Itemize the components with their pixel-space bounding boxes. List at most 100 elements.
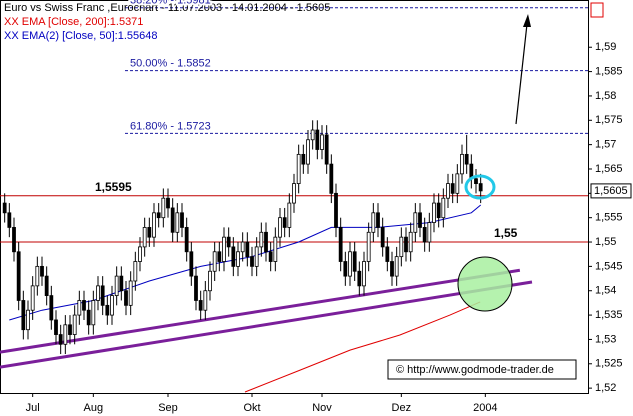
- candle-body: [460, 153, 464, 175]
- candle-body: [226, 236, 231, 248]
- y-tick-label: 1,565: [595, 163, 623, 175]
- candle-body: [133, 261, 138, 282]
- candle-body: [464, 153, 469, 165]
- candle-body: [203, 290, 208, 311]
- h-line-label: 1,5595: [95, 180, 132, 194]
- candle-body: [310, 129, 315, 141]
- candle-body: [343, 261, 348, 277]
- candle-body: [170, 207, 175, 233]
- candle-body: [408, 231, 413, 253]
- candle-body: [180, 212, 184, 228]
- candle-body: [362, 261, 366, 287]
- candle-body: [296, 153, 301, 184]
- candle-body: [156, 212, 161, 219]
- candle-body: [30, 285, 35, 311]
- last-price-box: [590, 183, 632, 199]
- candle-body: [352, 251, 357, 272]
- x-tick-label: 2004: [473, 402, 497, 414]
- corner-box: [590, 2, 604, 18]
- y-tick-label: 1,535: [595, 309, 623, 321]
- candle-body: [222, 236, 226, 262]
- candle-body: [110, 295, 114, 316]
- candle-body: [124, 290, 128, 306]
- fib-label: 61.80% - 1.5723: [130, 120, 211, 132]
- candle-body: [301, 153, 306, 165]
- candle-body: [208, 270, 212, 292]
- candle-body: [287, 202, 292, 228]
- candle-body: [184, 227, 189, 253]
- fib-label: 50.00% - 1.5852: [130, 58, 211, 70]
- candle-body: [68, 324, 72, 335]
- candle-body: [264, 231, 268, 253]
- candle-body: [366, 231, 371, 262]
- candle-body: [441, 197, 446, 219]
- candle-body: [422, 227, 427, 243]
- candle-body: [446, 183, 450, 199]
- candle-body: [245, 241, 250, 258]
- candle-body: [376, 212, 380, 228]
- candle-body: [7, 212, 12, 228]
- candle-body: [2, 202, 7, 214]
- legend-entry: XX EMA [Close, 200]:1.5371: [4, 16, 143, 28]
- ema-line: [244, 301, 481, 393]
- candle-body: [86, 309, 91, 326]
- candle-body: [254, 246, 259, 267]
- candle-body: [385, 246, 390, 262]
- candle-body: [394, 256, 399, 277]
- y-tick-label: 1,58: [595, 90, 616, 102]
- trendline: [0, 280, 533, 369]
- y-tick-label: 1,545: [595, 260, 623, 272]
- candle-body: [189, 251, 194, 277]
- candle-body: [324, 134, 329, 165]
- y-tick-label: 1,585: [595, 65, 623, 77]
- candle-body: [418, 212, 422, 228]
- candle-body: [54, 319, 58, 335]
- candle-body: [231, 246, 236, 267]
- y-tick-label: 1,57: [595, 139, 616, 151]
- candle-body: [138, 246, 142, 262]
- candle-body: [217, 251, 222, 262]
- candle-body: [212, 251, 217, 272]
- candle-body: [334, 192, 338, 228]
- trendline: [0, 268, 521, 354]
- candle-body: [259, 231, 264, 248]
- candle-body: [72, 314, 77, 335]
- candle-body: [278, 217, 282, 238]
- candle-body: [413, 212, 418, 233]
- legend-entry: XX EMA(2) [Close, 50]:1.55648: [4, 30, 157, 42]
- candle-body: [427, 222, 432, 243]
- candle-body: [49, 295, 54, 321]
- candle-body: [399, 236, 404, 258]
- candle-body: [240, 241, 245, 253]
- candle-body: [357, 270, 362, 287]
- candle-body: [348, 251, 352, 277]
- candle-body: [371, 212, 376, 233]
- candle-body: [292, 183, 296, 204]
- y-tick-label: 1,52: [595, 382, 616, 394]
- candle-body: [478, 183, 483, 192]
- candle-body: [194, 275, 198, 301]
- arrow-head: [523, 14, 531, 27]
- candle-body: [455, 173, 460, 194]
- h-line-label: 1,55: [494, 226, 518, 240]
- candle-body: [91, 300, 96, 326]
- y-tick-label: 1,575: [595, 114, 623, 126]
- watermark-box: [387, 359, 577, 380]
- candle-body: [436, 202, 441, 219]
- highlight-circle: [457, 256, 513, 312]
- candle-body: [114, 275, 119, 297]
- candle-body: [161, 197, 166, 219]
- candle-body: [44, 275, 49, 297]
- candle-body: [96, 285, 100, 301]
- candle-body: [432, 202, 436, 223]
- candle-body: [82, 300, 86, 311]
- candle-body: [58, 334, 63, 345]
- candle-body: [147, 227, 152, 238]
- watermark: © http://www.godmode-trader.de: [396, 364, 554, 376]
- y-tick-label: 1,59: [595, 41, 616, 53]
- candle-body: [315, 129, 320, 150]
- x-tick-label: Nov: [312, 402, 332, 414]
- x-tick-label: Jul: [26, 402, 40, 414]
- candle-body: [142, 227, 147, 248]
- candle-body: [128, 280, 133, 306]
